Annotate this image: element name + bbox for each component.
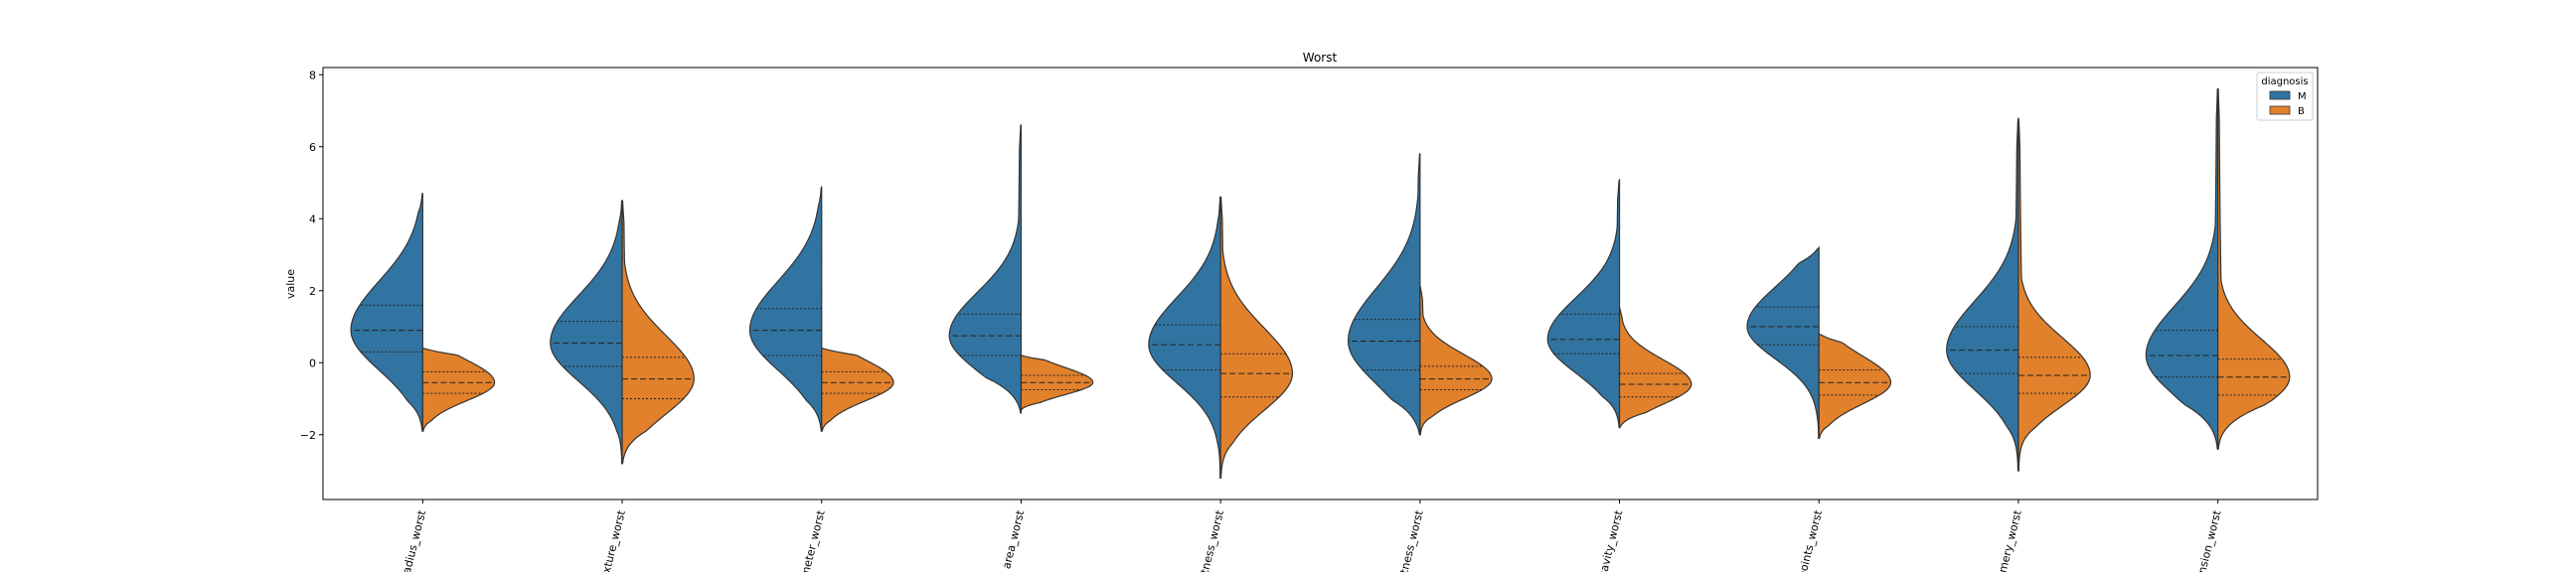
x-tick-label: cavity_worst (1596, 508, 1625, 572)
y-tick-label: 8 (309, 69, 316, 81)
y-tick-label: 6 (309, 141, 316, 154)
y-tick-label: −2 (300, 429, 316, 442)
violin-m (350, 193, 423, 432)
x-tick-label: area_worst (1000, 508, 1027, 570)
x-tick-label: nmery_worst (1995, 508, 2024, 572)
plot-frame (322, 67, 2319, 500)
violin-b (1618, 308, 1692, 429)
x-tick-label: exture_worst (598, 508, 628, 572)
violin-m (1946, 117, 2019, 472)
x-tick-label: ctness_worst (1396, 508, 1426, 572)
x-axis: radius_worst exture_worst meter_worst area_… (400, 500, 2224, 572)
legend-label-b: B (2298, 106, 2305, 117)
x-tick-label: radius_worst (400, 508, 429, 572)
violin-m (550, 200, 623, 465)
violin-b (2017, 117, 2091, 472)
x-tick-label: nsion_worst (2195, 508, 2224, 572)
violin-m (1746, 245, 1820, 439)
violin-b (821, 348, 894, 432)
y-tick-label: 2 (309, 285, 316, 298)
legend-title: diagnosis (2261, 76, 2308, 87)
legend-label-m: M (2298, 91, 2307, 102)
violin-b (1419, 286, 1493, 436)
violin-b (1219, 196, 1293, 479)
violin-b (421, 348, 496, 432)
violin-m (1148, 196, 1221, 479)
legend-swatch-m (2269, 90, 2291, 100)
x-tick-label: tness_worst (1199, 508, 1227, 572)
y-axis-label: value (284, 269, 297, 299)
y-tick-label: 0 (309, 357, 316, 369)
violin-m (1546, 179, 1621, 429)
legend-swatch-b (2269, 105, 2291, 115)
x-tick-label: meter_worst (798, 508, 827, 572)
chart-title: Worst (1303, 51, 1338, 65)
violin-m (2145, 88, 2219, 450)
violin-m (948, 124, 1023, 414)
violins-layer (350, 88, 2291, 479)
violin-b (1818, 333, 1892, 439)
y-axis: −2 0 2 4 6 8 (300, 69, 323, 442)
violin-b (621, 200, 695, 465)
x-tick-label: points_worst (1796, 508, 1826, 572)
violin-m (1347, 153, 1421, 436)
y-tick-label: 4 (309, 213, 316, 225)
legend: diagnosis M B (2256, 72, 2314, 121)
